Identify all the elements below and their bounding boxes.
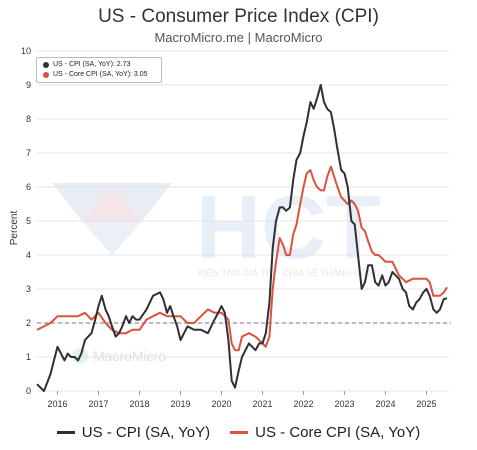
cpi-dot-icon (43, 61, 49, 68)
x-tick-label: 2022 (293, 399, 313, 409)
x-tick-label: 2020 (211, 399, 231, 409)
watermark-tagline: KIẾN TẠO GIÁ TRỊ - CHIA SẺ THÀNH CÔNG (198, 267, 381, 278)
cpi-line-swatch (56, 431, 75, 434)
legend-item-cpi[interactable]: US - CPI (SA, YoY): 2.73 (43, 61, 130, 68)
y-tick-label: 9 (26, 80, 31, 90)
x-tick-label: 2016 (47, 399, 67, 409)
y-tick-label: 6 (26, 182, 31, 192)
y-tick-label: 5 (26, 216, 31, 226)
x-tick-label: 2024 (375, 399, 395, 409)
core-cpi-series-line (36, 165, 448, 352)
legend-box: US - CPI (SA, YoY): 2.73 US - Core CPI (… (36, 57, 162, 83)
legend-label-cpi: US - CPI (SA, YoY): 2.73 (53, 61, 131, 68)
watermark-diamond-bottom (52, 183, 112, 221)
bottom-legend-label-cpi: US - CPI (SA, YoY) (81, 424, 211, 441)
y-tick-label: 4 (26, 250, 31, 260)
cpi-series-line (36, 84, 448, 392)
core-dot-icon (43, 71, 49, 78)
y-tick-label: 3 (26, 284, 31, 294)
y-axis: 0 1 2 3 4 5 6 7 8 9 10 (21, 46, 31, 396)
y-axis-title: Percent (9, 211, 20, 246)
y-tick-label: 10 (21, 46, 31, 56)
chart-subtitle: MacroMicro.me | MacroMicro (154, 30, 323, 45)
watermark-source: MacroMicro (93, 348, 166, 364)
bottom-legend-item-core[interactable]: US - Core CPI (SA, YoY) (230, 424, 420, 441)
chart-title: US - Consumer Price Index (CPI) (98, 6, 379, 27)
x-tick-label: 2025 (416, 399, 436, 409)
legend-item-core[interactable]: US - Core CPI (SA, YoY): 3.05 (43, 71, 148, 78)
x-axis: 2016 2017 2018 2019 2020 2021 2022 2023 2024 2025 (47, 391, 436, 409)
x-tick-label: 2017 (88, 399, 108, 409)
legend-label-core: US - Core CPI (SA, YoY): 3.05 (53, 71, 148, 78)
y-tick-label: 8 (26, 114, 31, 124)
bottom-legend-item-cpi[interactable]: US - CPI (SA, YoY) (56, 424, 211, 441)
x-tick-label: 2019 (170, 399, 190, 409)
x-tick-label: 2021 (252, 399, 272, 409)
watermark-brand: HCT (196, 178, 381, 278)
series-group (36, 84, 448, 392)
watermark-logo: HCT KIẾN TẠO GIÁ TRỊ - CHIA SẺ THÀNH CÔN… (52, 178, 381, 278)
y-tick-label: 2 (26, 318, 31, 328)
source-watermark: MacroMicro (72, 348, 166, 364)
y-tick-label: 7 (26, 148, 31, 158)
x-tick-label: 2018 (129, 399, 149, 409)
bottom-legend: US - CPI (SA, YoY) US - Core CPI (SA, Yo… (0, 424, 477, 441)
watermark-diamond-right (112, 183, 172, 221)
y-tick-label: 0 (26, 386, 31, 396)
core-line-swatch (230, 431, 249, 434)
y-tick-label: 1 (26, 352, 31, 362)
x-tick-label: 2023 (334, 399, 354, 409)
bottom-legend-label-core: US - Core CPI (SA, YoY) (255, 424, 421, 441)
watermark-diamond-tip (82, 221, 142, 255)
